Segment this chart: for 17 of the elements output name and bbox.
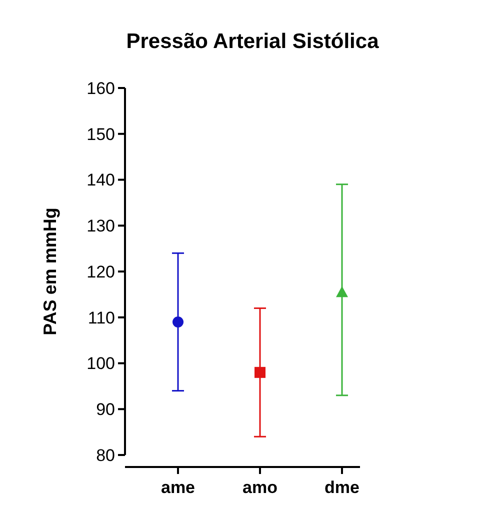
point <box>336 286 348 298</box>
y-tick-label: 150 <box>86 124 115 144</box>
x-tick-label: ame <box>160 478 196 497</box>
y-tick-label: 160 <box>86 78 115 98</box>
y-tick-label: 80 <box>96 446 115 465</box>
y-tick-label: 110 <box>88 308 115 328</box>
x-tick-label: amo <box>242 478 278 497</box>
y-tick-label: 120 <box>86 262 115 282</box>
y-tick-label: 90 <box>96 400 115 420</box>
x-tick-label: dme <box>324 478 360 497</box>
chart-title: Pressão Arterial Sistólica <box>126 30 380 53</box>
y-axis-title: PAS em mmHg <box>40 208 60 336</box>
y-tick-label: 130 <box>86 216 115 236</box>
y-tick-label: 100 <box>86 354 115 374</box>
point <box>254 366 266 378</box>
point <box>172 316 184 328</box>
y-tick-label: 140 <box>86 170 115 190</box>
